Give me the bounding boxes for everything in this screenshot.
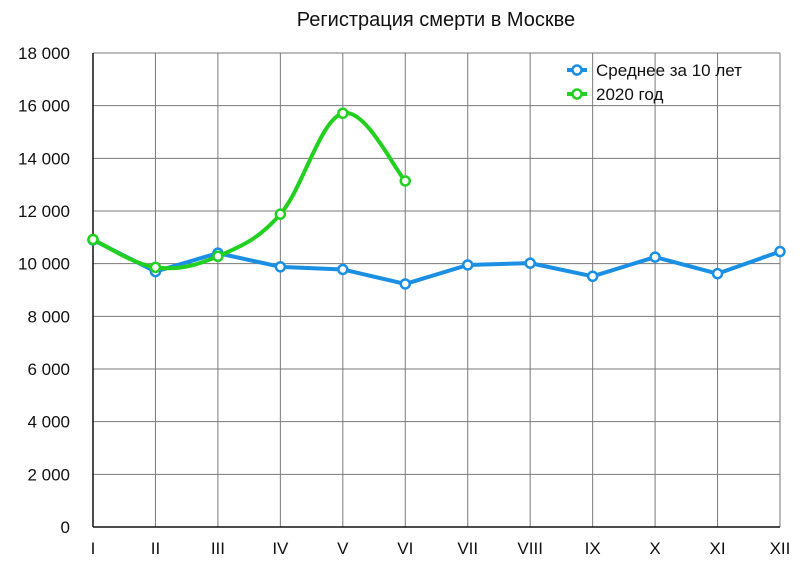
data-point bbox=[399, 278, 412, 290]
legend-swatch-marker bbox=[571, 88, 583, 100]
legend-entry: Среднее за 10 лет bbox=[567, 61, 742, 80]
series-1 bbox=[87, 234, 786, 290]
y-tick-label: 10 000 bbox=[18, 255, 70, 274]
x-tick-label: III bbox=[211, 539, 225, 558]
data-point bbox=[774, 245, 786, 258]
x-tick-label: X bbox=[649, 539, 660, 558]
x-tick-label: II bbox=[151, 539, 160, 558]
y-tick-label: 0 bbox=[61, 518, 70, 537]
legend-label: Среднее за 10 лет bbox=[596, 61, 742, 80]
y-tick-label: 18 000 bbox=[18, 44, 70, 63]
data-point bbox=[274, 208, 287, 220]
data-point bbox=[711, 267, 724, 280]
data-point bbox=[524, 257, 536, 269]
x-tick-label: IV bbox=[272, 539, 289, 558]
data-point bbox=[212, 250, 224, 263]
data-point bbox=[149, 261, 162, 274]
grid bbox=[92, 52, 781, 528]
y-axis-ticks: 0 2 000 4 000 6 000 8 000 10 000 12 000 14 000 1… bbox=[18, 44, 70, 537]
x-tick-label: XI bbox=[710, 539, 726, 558]
data-point bbox=[274, 261, 287, 273]
series-line bbox=[91, 111, 408, 271]
series-lines bbox=[87, 107, 786, 290]
data-point bbox=[461, 259, 474, 271]
x-tick-label: XII bbox=[770, 539, 791, 558]
x-tick-label: VII bbox=[457, 539, 478, 558]
series-2 bbox=[87, 107, 412, 274]
data-point bbox=[337, 263, 349, 276]
data-point bbox=[586, 270, 599, 283]
y-tick-label: 2 000 bbox=[27, 465, 70, 484]
legend-entry: 2020 год bbox=[567, 85, 663, 104]
y-tick-label: 6 000 bbox=[27, 360, 70, 379]
legend-label: 2020 год bbox=[596, 85, 663, 104]
y-tick-label: 8 000 bbox=[27, 307, 70, 326]
y-tick-label: 12 000 bbox=[18, 202, 70, 221]
data-point bbox=[337, 107, 349, 120]
chart-title: Регистрация смерти в Москве bbox=[297, 9, 575, 31]
x-tick-label: IX bbox=[585, 539, 601, 558]
x-axis-ticks: I II III IV V VI VII VIII IX X XI XII bbox=[91, 539, 791, 558]
y-tick-label: 16 000 bbox=[18, 97, 70, 116]
data-point bbox=[649, 251, 661, 263]
legend: Среднее за 10 лет 2020 год bbox=[567, 61, 742, 104]
x-tick-label: VIII bbox=[517, 539, 543, 558]
data-point bbox=[399, 175, 412, 187]
data-point bbox=[87, 233, 99, 246]
y-tick-label: 14 000 bbox=[18, 149, 70, 168]
x-tick-label: I bbox=[91, 539, 96, 558]
y-tick-label: 4 000 bbox=[27, 413, 70, 432]
x-tick-label: V bbox=[337, 539, 349, 558]
legend-swatch-marker bbox=[571, 64, 583, 76]
series-line bbox=[91, 237, 782, 286]
x-tick-label: VI bbox=[397, 539, 413, 558]
